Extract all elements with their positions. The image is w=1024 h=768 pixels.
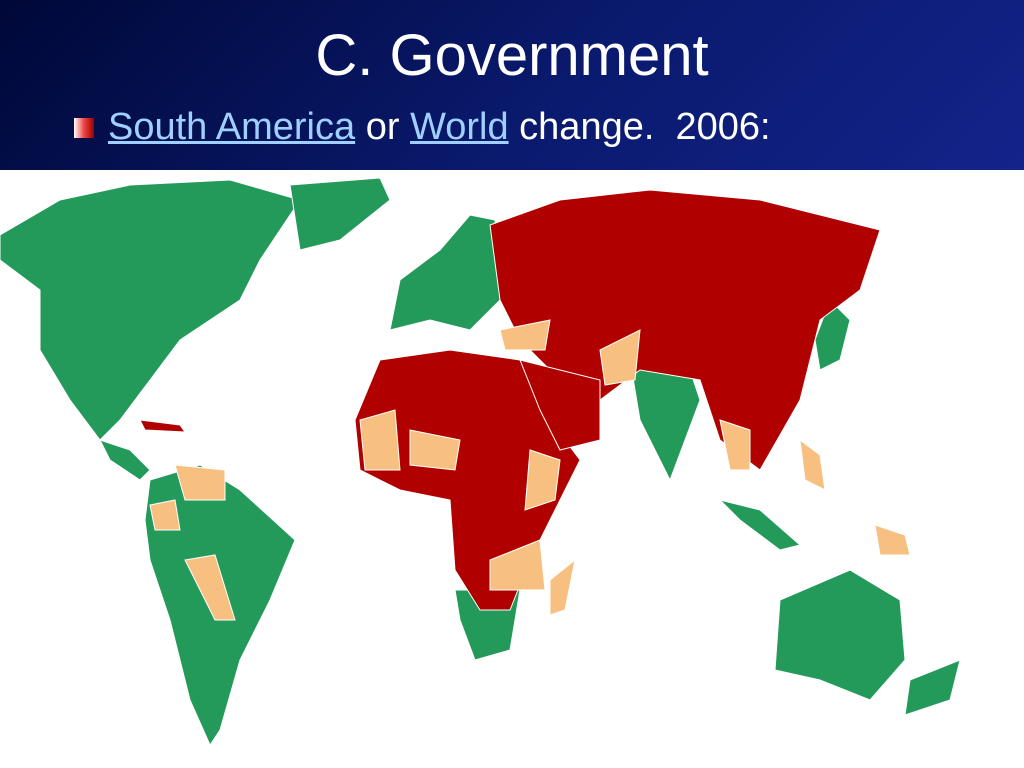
world-map	[0, 177, 961, 747]
link[interactable]: South America	[108, 106, 356, 148]
text: or	[365, 106, 400, 148]
text: change. 2006:	[519, 106, 771, 148]
bullet-icon	[74, 118, 94, 138]
bullet-text: South America or World change. 2006:	[108, 106, 771, 149]
partly-free	[149, 319, 911, 621]
header: C. Government South America or World cha…	[0, 0, 1024, 170]
link[interactable]: World	[410, 106, 509, 148]
not-free	[139, 189, 881, 611]
title: C. Government	[315, 23, 709, 88]
